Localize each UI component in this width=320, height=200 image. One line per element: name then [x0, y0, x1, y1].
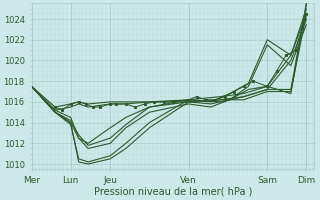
X-axis label: Pression niveau de la mer( hPa ): Pression niveau de la mer( hPa ): [94, 187, 252, 197]
